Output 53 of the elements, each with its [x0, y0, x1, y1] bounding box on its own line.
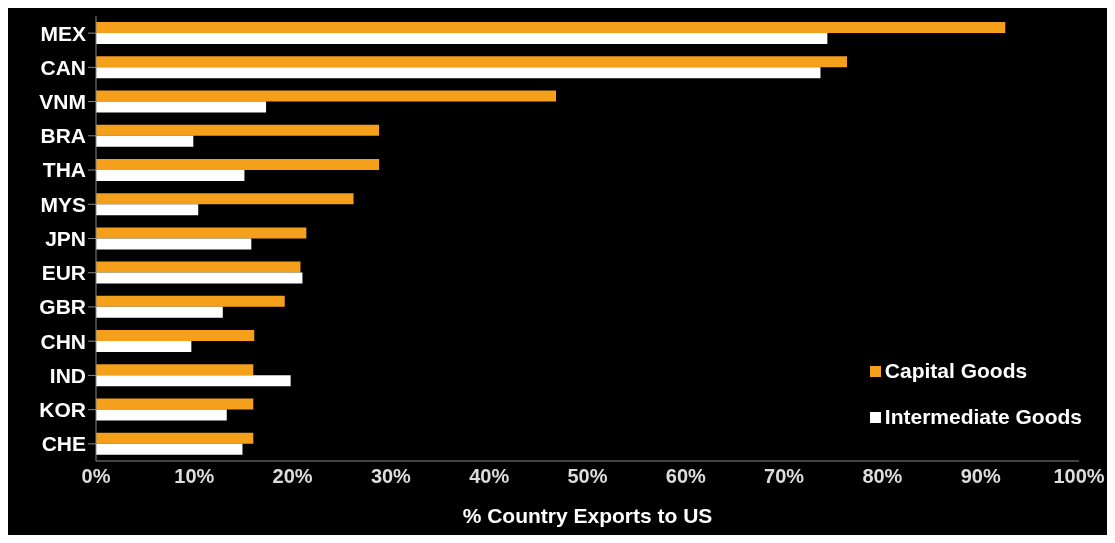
bar [96, 33, 828, 44]
y-tick-label: CAN [40, 55, 86, 79]
y-tick-label: VNM [39, 90, 86, 114]
x-tick-label: 0% [81, 465, 111, 488]
bar [96, 158, 380, 170]
y-tick-label: THA [42, 158, 86, 182]
y-tick-label: MYS [40, 192, 86, 216]
bar [96, 135, 194, 147]
bar [96, 409, 227, 421]
bar [96, 330, 255, 342]
y-tick-label: IND [49, 363, 86, 387]
bar [96, 272, 303, 284]
bar [96, 227, 307, 239]
bar [96, 375, 291, 387]
x-tick-label: 90% [960, 465, 1001, 488]
bar [96, 443, 243, 455]
x-tick-label: 70% [764, 465, 805, 488]
y-tick-label: BRA [40, 124, 86, 148]
legend-label: Intermediate Goods [884, 404, 1082, 430]
y-tick-label: JPN [45, 226, 86, 250]
y-tick-label: GBR [39, 295, 86, 319]
bar [96, 169, 245, 181]
y-tick-label: CHE [41, 432, 86, 456]
bar [96, 204, 199, 216]
bar [96, 101, 267, 113]
x-tick-label: 50% [567, 465, 608, 488]
legend-label: Capital Goods [884, 358, 1028, 384]
bar [96, 238, 252, 250]
bar [96, 90, 557, 102]
bar [96, 67, 821, 79]
bar [96, 295, 285, 307]
y-tick-label: MEX [40, 21, 86, 45]
bar [96, 306, 223, 318]
y-tick-label: CHN [40, 329, 86, 353]
bar [96, 124, 380, 136]
y-tick-label: EUR [41, 261, 86, 285]
y-tick-label: KOR [39, 398, 86, 422]
bar [96, 364, 254, 376]
bar [96, 398, 254, 410]
bar [96, 193, 354, 205]
bar [96, 341, 192, 353]
x-tick-label: 100% [1053, 465, 1105, 488]
x-tick-label: 30% [370, 465, 412, 488]
bar [96, 261, 301, 273]
x-axis-title: % Country Exports to US [462, 504, 713, 527]
x-tick-label: 60% [665, 465, 707, 488]
bar [96, 22, 1006, 33]
x-tick-label: 40% [469, 465, 510, 488]
x-tick-label: 80% [862, 465, 903, 488]
x-tick-label: 20% [272, 465, 313, 488]
bar [96, 56, 848, 68]
bar [96, 432, 254, 444]
x-tick-label: 10% [174, 465, 215, 488]
